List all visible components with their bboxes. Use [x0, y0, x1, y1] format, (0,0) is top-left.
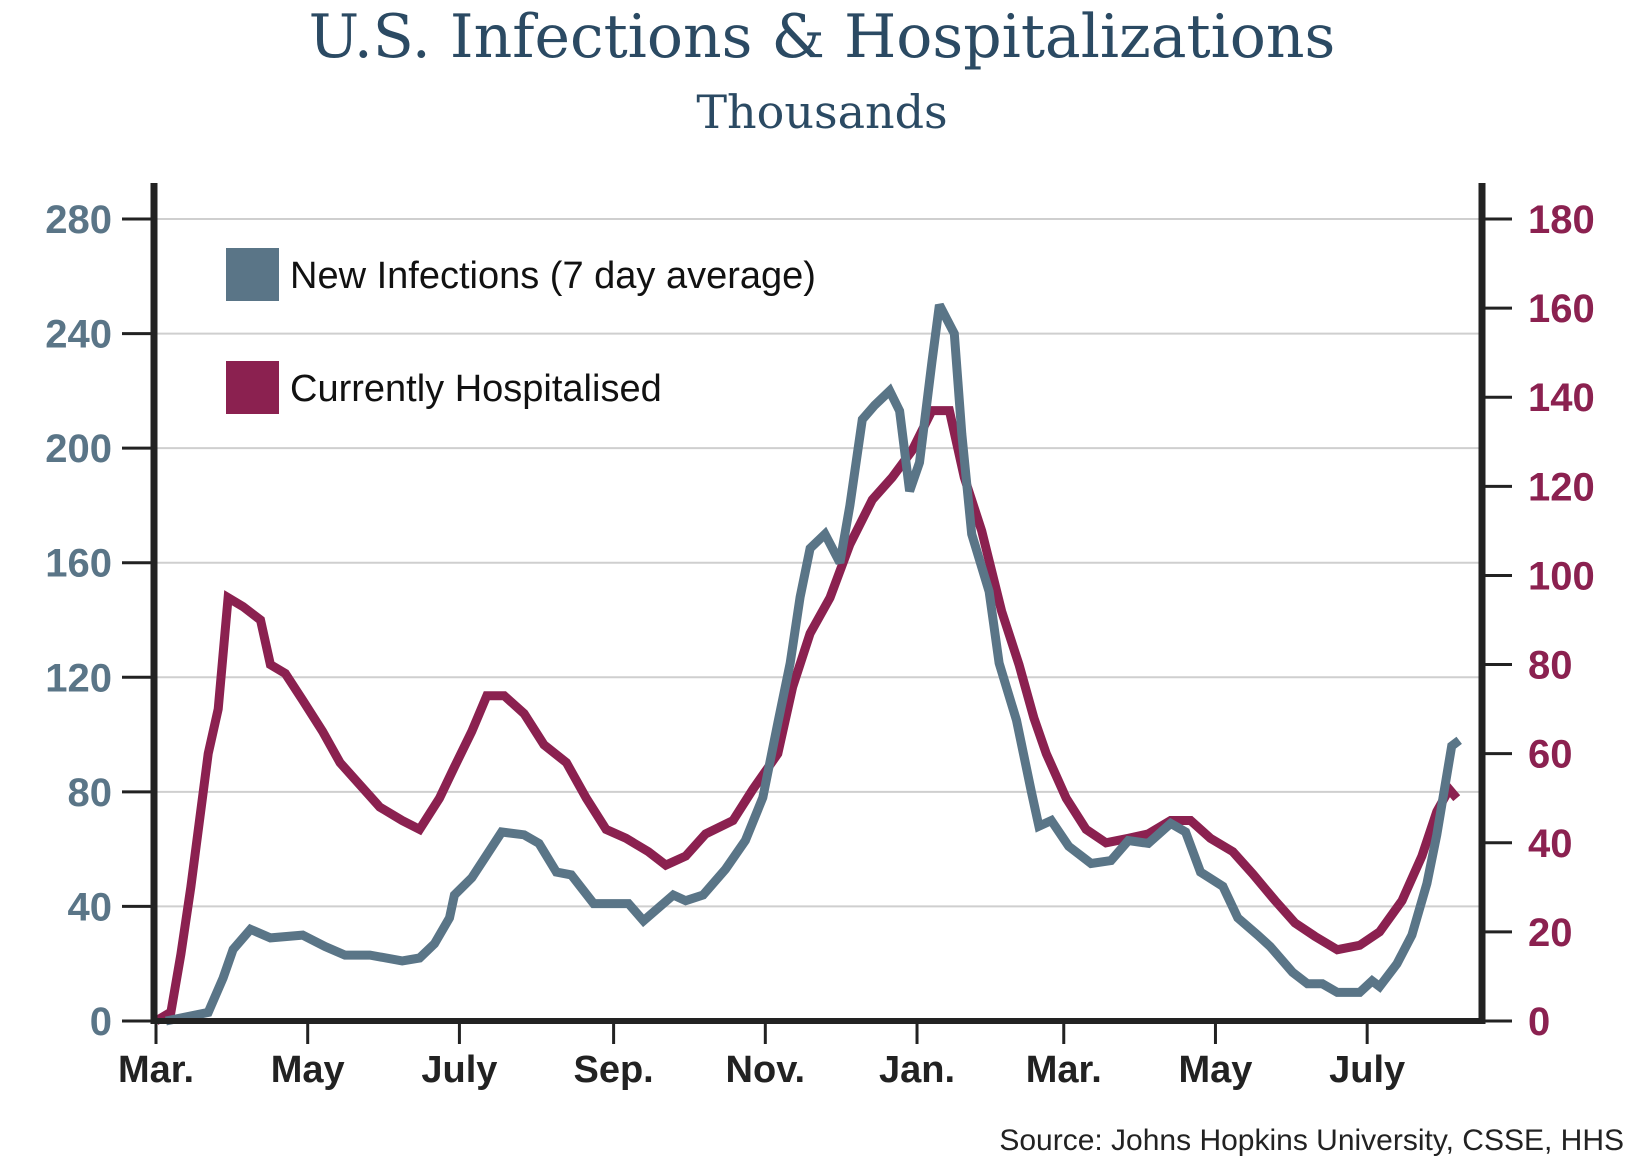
x-tick-label: May	[271, 1049, 345, 1091]
x-axis: Mar. May July Sep. Nov. Jan. Mar. May July	[118, 1021, 1405, 1091]
y-left-tick-label: 0	[90, 1000, 112, 1044]
y-right-tick-label: 100	[1528, 554, 1595, 598]
y-left-tick-label: 80	[68, 771, 113, 815]
y-axis-left: 0 40 80 120 160 200 240 280	[45, 198, 154, 1044]
y-left-tick-label: 160	[45, 542, 112, 586]
y-right-tick-label: 0	[1528, 1000, 1550, 1044]
legend: New Infections (7 day average) Currently…	[226, 248, 816, 414]
x-tick-label: Nov.	[726, 1049, 806, 1091]
y-left-tick-label: 120	[45, 656, 112, 700]
y-right-tick-label: 140	[1528, 376, 1595, 420]
gridlines	[154, 218, 1482, 908]
x-tick-label: Mar.	[1026, 1049, 1102, 1091]
x-tick-label: Jan.	[879, 1049, 955, 1091]
source-note: Source: Johns Hopkins University, CSSE, …	[999, 1124, 1624, 1157]
x-tick-label: July	[1329, 1049, 1405, 1091]
y-left-tick-label: 40	[68, 885, 113, 929]
y-right-tick-label: 120	[1528, 465, 1595, 509]
y-right-tick-label: 180	[1528, 198, 1595, 242]
y-left-tick-label: 240	[45, 313, 112, 357]
chart-subtitle: Thousands	[696, 85, 947, 139]
x-tick-label: Sep.	[573, 1049, 653, 1091]
y-right-tick-label: 160	[1528, 287, 1595, 331]
y-left-tick-label: 280	[45, 198, 112, 242]
y-right-tick-label: 80	[1528, 644, 1573, 688]
y-axis-right: 0 20 40 60 80 100 120 140 160 180	[1482, 198, 1595, 1044]
series-line-hospitalised	[153, 406, 1461, 1025]
chart-title: U.S. Infections & Hospitalizations	[309, 2, 1336, 72]
series-lines	[153, 302, 1462, 1026]
y-right-tick-label: 40	[1528, 822, 1573, 866]
series-line-infections	[165, 302, 1462, 1026]
x-tick-label: May	[1179, 1049, 1253, 1091]
legend-swatch-hospitalised	[226, 361, 279, 414]
x-tick-label: July	[421, 1049, 497, 1091]
y-right-tick-label: 60	[1528, 733, 1573, 777]
y-right-tick-label: 20	[1528, 911, 1573, 955]
legend-label-hospitalised: Currently Hospitalised	[290, 368, 662, 410]
legend-swatch-infections	[226, 248, 279, 301]
x-tick-label: Mar.	[118, 1049, 194, 1091]
y-left-tick-label: 200	[45, 427, 112, 471]
legend-label-infections: New Infections (7 day average)	[290, 255, 816, 297]
